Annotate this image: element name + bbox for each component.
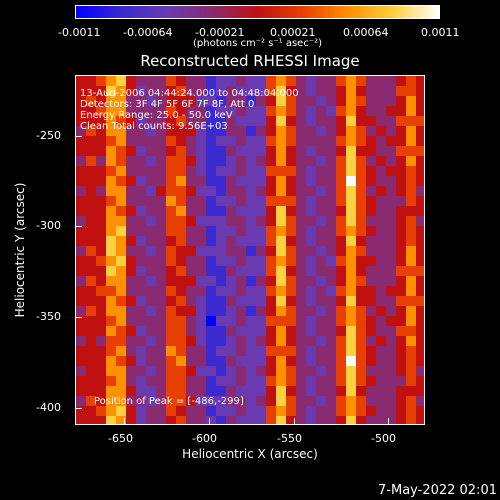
x-tick-label: -550 bbox=[277, 432, 302, 445]
y-tick-label: -350 bbox=[36, 310, 61, 323]
colorbar-tick-label: 0.0011 bbox=[421, 26, 460, 39]
info-line-time: 13-Aug-2006 04:44:24.000 to 04:48:04.000 bbox=[80, 88, 299, 99]
x-tick-label: -500 bbox=[371, 432, 396, 445]
colorbar-tick-label: 0.00021 bbox=[270, 26, 316, 39]
peak-position-label: Position of Peak = [-486,-299] bbox=[94, 396, 244, 407]
colorbar-tick-label: -0.0011 bbox=[58, 26, 101, 39]
image-plot: 13-Aug-2006 04:44:24.000 to 04:48:04.000… bbox=[75, 75, 425, 425]
colorbar-tick-label: -0.00021 bbox=[195, 26, 245, 39]
x-tick-label: -600 bbox=[192, 432, 217, 445]
heatmap-image bbox=[76, 76, 424, 424]
colorbar-tick-label: 0.00064 bbox=[343, 26, 389, 39]
x-tick-label: -650 bbox=[108, 432, 133, 445]
info-line-energy: Energy Range: 25.0 - 50.0 keV bbox=[80, 110, 233, 121]
colorbar bbox=[75, 5, 440, 19]
info-line-detectors: Detectors: 3F 4F 5F 6F 7F 8F, Att 0 bbox=[80, 99, 255, 110]
x-axis-title: Heliocentric X (arcsec) bbox=[182, 447, 318, 461]
colorbar-unit-label: (photons cm⁻² s⁻¹ asec⁻²) bbox=[192, 38, 323, 49]
y-axis-title: Heliocentric Y (arcsec) bbox=[13, 182, 27, 318]
y-tick-label: -250 bbox=[36, 129, 61, 142]
footer-date: 7-May-2022 02:01 bbox=[378, 483, 497, 498]
y-tick-label: -300 bbox=[36, 219, 61, 232]
y-tick-label: -400 bbox=[36, 401, 61, 414]
plot-title: Reconstructed RHESSI Image bbox=[140, 52, 360, 70]
colorbar-tick-label: -0.00064 bbox=[123, 26, 173, 39]
info-line-counts: Clean Total counts: 9.56E+03 bbox=[80, 121, 228, 132]
